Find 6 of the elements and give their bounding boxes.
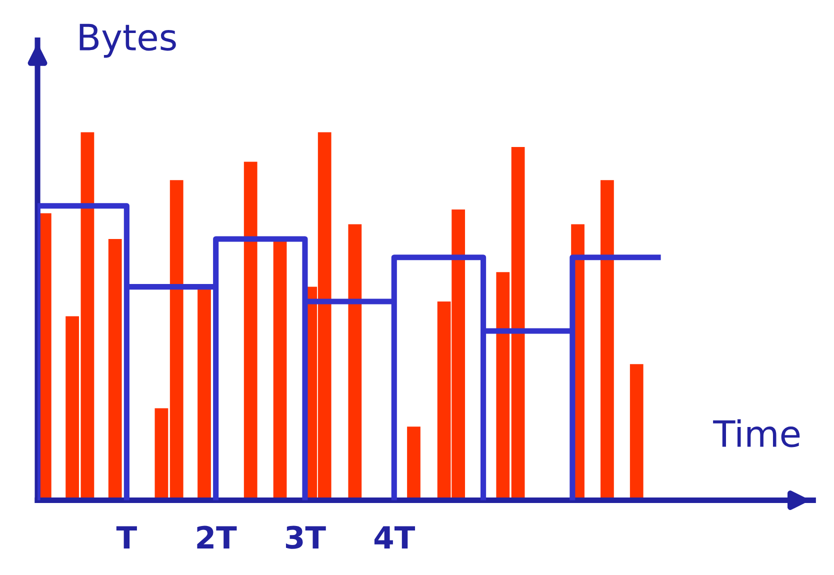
x-tick-label: 2T: [197, 526, 237, 548]
y-axis-title: Bytes: [80, 24, 176, 58]
x-tick-label: 3T: [286, 526, 326, 549]
x-axis-title: Time: [713, 419, 800, 448]
x-tick-label: T: [116, 526, 137, 548]
x-tick-label: 4T: [374, 526, 416, 548]
